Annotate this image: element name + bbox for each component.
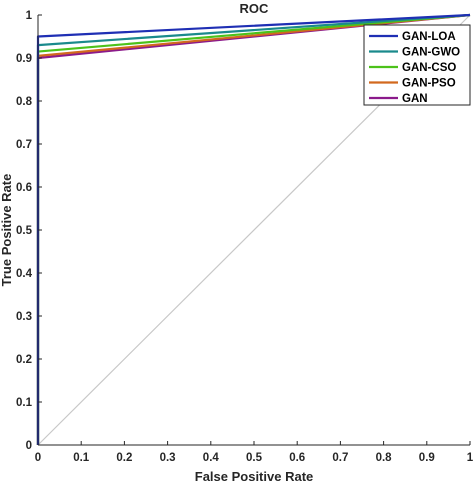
x-tick-label: 1 [467,452,474,464]
x-tick-label: 0.8 [376,452,393,464]
legend-label-gan-loa: GAN-LOA [402,31,456,43]
x-tick-label: 0.9 [419,452,435,464]
x-tick-label: 0.2 [116,452,132,464]
y-tick-label: 0.6 [16,182,32,194]
y-tick-label: 0.7 [16,139,32,151]
y-tick-label: 0 [26,440,32,452]
x-ticks: 0 0.1 0.2 0.3 0.4 0.5 0.6 0.7 0.8 0.9 1 [35,441,474,464]
y-axis-label: True Positive Rate [0,174,14,287]
legend-label-gan-gwo: GAN-GWO [402,47,460,59]
x-tick-label: 0.1 [73,452,90,464]
y-ticks: 0 0.1 0.2 0.3 0.4 0.5 0.6 0.7 0.8 0.9 1 [16,10,42,452]
x-tick-label: 0.3 [160,452,176,464]
y-tick-label: 0.9 [16,53,32,65]
y-tick-label: 0.2 [16,354,32,366]
y-tick-label: 0.1 [16,397,33,409]
legend-label-gan-cso: GAN-CSO [402,62,456,74]
x-tick-label: 0 [35,452,41,464]
y-tick-label: 0.5 [16,225,33,237]
chart-title: ROC [240,1,270,16]
y-tick-label: 0.8 [16,96,33,108]
x-tick-label: 0.4 [203,452,220,464]
x-tick-label: 0.5 [246,452,263,464]
legend-box [363,24,471,106]
y-tick-label: 0.4 [16,268,33,280]
legend: GAN-LOA GAN-GWO GAN-CSO GAN-PSO GAN [363,24,471,106]
legend-label-gan: GAN [402,93,428,105]
x-tick-label: 0.7 [332,452,348,464]
y-tick-label: 1 [26,10,33,22]
x-tick-label: 0.6 [289,452,305,464]
x-axis-label: False Positive Rate [195,469,314,484]
legend-label-gan-pso: GAN-PSO [402,78,456,90]
y-tick-label: 0.3 [16,311,32,323]
